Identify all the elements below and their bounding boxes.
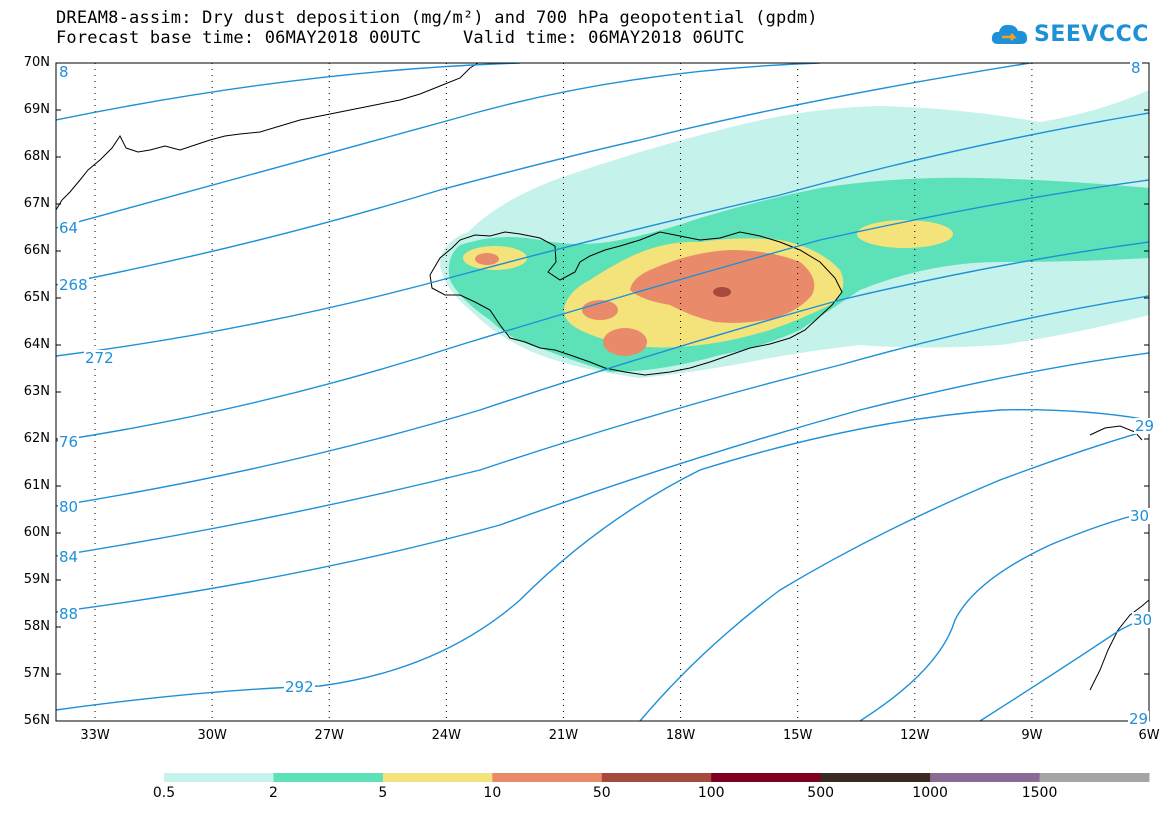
legend-swatch <box>273 773 384 782</box>
lat-label: 63N <box>23 384 50 399</box>
contour-line <box>56 352 1149 613</box>
lon-label: 21W <box>548 728 579 743</box>
lat-label: 61N <box>23 478 50 493</box>
plot-frame <box>55 62 1150 722</box>
dust-area-10-south <box>603 328 647 356</box>
legend-label: 2 <box>268 785 278 801</box>
lat-label: 68N <box>23 149 50 164</box>
contour-label: 30 <box>1129 507 1151 525</box>
contour-line <box>859 511 1149 721</box>
lat-label: 70N <box>23 55 50 70</box>
lat-label: 58N <box>23 619 50 634</box>
contour-label: 30 <box>1132 611 1154 629</box>
contour-label: 272 <box>84 349 115 367</box>
iceland-coastline <box>429 231 843 376</box>
legend-label: 10 <box>483 785 502 801</box>
contour-line <box>56 179 1149 442</box>
dust-area-10-west <box>475 253 499 265</box>
map-subtitle: Forecast base time: 06MAY2018 00UTC Vali… <box>56 28 745 48</box>
lat-label: 59N <box>23 572 50 587</box>
lat-label: 69N <box>23 102 50 117</box>
geopotential-contours <box>56 63 1149 721</box>
lon-label: 9W <box>1021 728 1043 743</box>
faroe-shetland-coastline <box>1089 425 1143 441</box>
legend-swatch <box>601 773 712 782</box>
legend-label: 100 <box>697 785 725 801</box>
contour-label: 292 <box>284 678 315 696</box>
contour-label: 76 <box>58 433 80 451</box>
legend-swatch <box>164 773 274 782</box>
contour-label: 29 <box>1134 417 1156 435</box>
contour-line <box>56 63 521 121</box>
legend-swatch <box>382 773 493 782</box>
contour-line <box>639 429 1149 721</box>
lon-label: 6W <box>1138 728 1160 743</box>
contour-label: 88 <box>58 605 80 623</box>
scotland-coastline <box>1089 599 1149 691</box>
lat-label: 57N <box>23 666 50 681</box>
legend-label: 1500 <box>1021 785 1058 801</box>
dust-area-50 <box>713 287 731 297</box>
lon-label: 12W <box>900 728 930 743</box>
contour-label: 64 <box>58 219 80 237</box>
contour-label: 8 <box>1130 59 1142 77</box>
legend-colorbar <box>164 773 1150 782</box>
coastlines <box>56 63 1149 691</box>
contour-label: 29 <box>1128 710 1150 728</box>
dust-field <box>440 90 1149 378</box>
logo-text: SEEVCCC <box>1034 21 1149 47</box>
lon-label: 18W <box>665 728 696 743</box>
legend-label: 5 <box>378 785 388 801</box>
lon-label: 30W <box>197 728 227 743</box>
contour-line <box>979 615 1149 721</box>
contour-label: 84 <box>58 548 80 566</box>
contour-line <box>56 112 1149 357</box>
dust-area-10 <box>630 250 815 323</box>
legend-swatch <box>492 773 603 782</box>
legend-label: 1000 <box>912 785 948 801</box>
contour-line <box>56 241 1149 507</box>
lat-label: 56N <box>23 713 50 728</box>
legend-swatch <box>1039 773 1150 782</box>
seevccc-logo: SEEVCCC <box>990 20 1149 48</box>
cloud-icon <box>991 24 1028 44</box>
greenland-coastline <box>56 63 479 211</box>
lat-label: 62N <box>23 431 50 446</box>
contour-line <box>56 63 821 229</box>
legend-label: 0.5 <box>152 785 176 801</box>
contour-line <box>56 409 1149 711</box>
lat-label: 65N <box>23 290 50 305</box>
legend-swatch <box>820 773 931 782</box>
contour-line <box>56 295 1149 557</box>
lat-label: 60N <box>23 525 50 540</box>
contour-line <box>56 63 1031 286</box>
contour-label: 268 <box>58 276 89 294</box>
contour-label: 80 <box>58 498 80 516</box>
lon-label: 33W <box>80 728 110 743</box>
lat-label: 64N <box>23 337 50 352</box>
lat-label: 66N <box>23 243 50 258</box>
lat-label: 67N <box>23 196 50 211</box>
legend-swatch <box>930 773 1041 782</box>
legend-label: 500 <box>807 785 835 801</box>
lon-label: 27W <box>314 728 344 743</box>
contour-label: 8 <box>58 63 70 81</box>
lon-label: 24W <box>431 728 462 743</box>
dust-area-5-east <box>857 220 953 248</box>
lon-label: 15W <box>782 728 813 743</box>
legend-label: 50 <box>592 785 611 801</box>
map-title: DREAM8-assim: Dry dust deposition (mg/m²… <box>56 8 818 28</box>
legend-swatch <box>711 773 822 782</box>
